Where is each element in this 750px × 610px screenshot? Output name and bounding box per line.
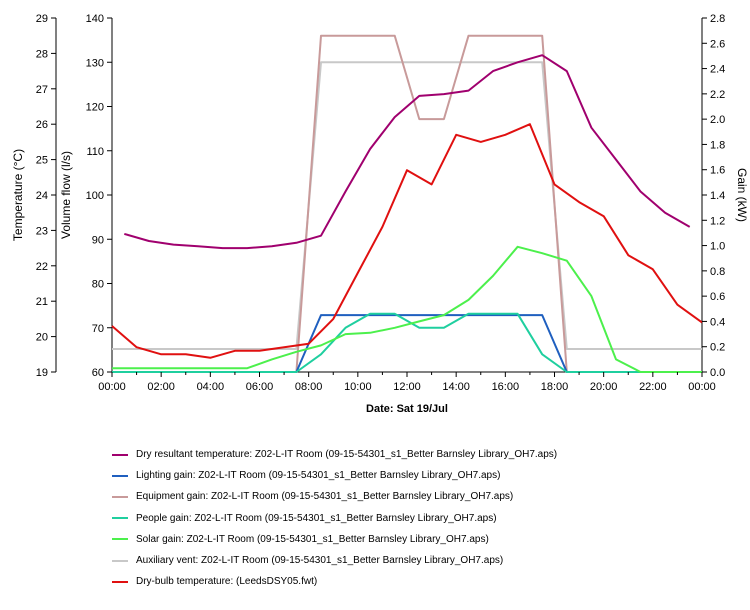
y-tick-label-volume-flow: 120 <box>86 102 104 114</box>
legend-swatch <box>112 453 128 456</box>
y-tick-label-gain: 2.8 <box>710 13 725 25</box>
series <box>111 34 703 373</box>
series-line-0 <box>124 54 691 250</box>
chart: 19 20 21 22 23 24 25 26 27 28 29 60 70 80 90 100 110 120 1… <box>11 13 749 415</box>
legend-label: Dry-bulb temperature: (LeedsDSY05.fwt) <box>136 576 318 588</box>
y-tick-label-volume-flow: 110 <box>86 146 104 158</box>
y-axis-title-gain: Gain (kW) <box>735 168 749 222</box>
y-tick-label-temperature: 25 <box>36 155 48 167</box>
y-tick-label-temperature: 23 <box>36 225 48 237</box>
legend-item: Equipment gain: Z02-L-IT Room (09-15-543… <box>112 486 732 507</box>
y-tick-label-temperature: 24 <box>36 190 48 202</box>
legend-label: Lighting gain: Z02-L-IT Room (09-15-5430… <box>136 470 501 482</box>
y-tick-label-gain: 2.4 <box>710 64 725 76</box>
y-tick-label-volume-flow: 130 <box>86 57 104 69</box>
legend-item: Auxiliary vent: Z02-L-IT Room (09-15-543… <box>112 550 732 571</box>
legend-swatch <box>112 559 128 562</box>
legend-label: Solar gain: Z02-L-IT Room (09-15-54301_s… <box>136 533 489 545</box>
x-tick-label: 18:00 <box>541 381 569 393</box>
legend-label: Equipment gain: Z02-L-IT Room (09-15-543… <box>136 491 514 503</box>
legend-label: Dry resultant temperature: Z02-L-IT Room… <box>136 449 558 461</box>
legend-swatch <box>112 495 128 498</box>
legend-item: Lighting gain: Z02-L-IT Room (09-15-5430… <box>112 465 732 486</box>
legend-swatch <box>112 474 128 477</box>
legend-label: People gain: Z02-L-IT Room (09-15-54301_… <box>136 512 497 524</box>
x-tick-label: 04:00 <box>197 381 225 393</box>
x-tick-label: 00:00 <box>98 381 126 393</box>
y-tick-label-volume-flow: 60 <box>92 367 104 379</box>
y-axis-title-volume-flow: Volume flow (l/s) <box>59 151 73 239</box>
x-tick-label: 08:00 <box>295 381 323 393</box>
legend-swatch <box>112 580 128 583</box>
x-axis-title: Date: Sat 19/Jul <box>366 403 448 415</box>
y-tick-label-gain: 0.4 <box>710 316 725 328</box>
series-line-4 <box>112 245 702 373</box>
y-tick-label-temperature: 20 <box>36 332 48 344</box>
x-tick-label: 12:00 <box>393 381 421 393</box>
legend-item: Dry-bulb temperature: (LeedsDSY05.fwt) <box>112 571 732 592</box>
y-tick-label-gain: 0.6 <box>710 291 725 303</box>
y-tick-label-gain: 1.6 <box>710 165 725 177</box>
y-tick-label-volume-flow: 70 <box>92 323 104 335</box>
x-tick-label: 06:00 <box>246 381 274 393</box>
y-tick-label-gain: 1.8 <box>710 139 725 151</box>
legend-swatch <box>112 517 128 520</box>
y-tick-label-gain: 2.0 <box>710 114 725 126</box>
x-tick-label: 20:00 <box>590 381 618 393</box>
y-tick-label-gain: 1.0 <box>710 241 725 253</box>
y-tick-label-gain: 0.8 <box>710 266 725 278</box>
y-tick-label-temperature: 26 <box>36 119 48 131</box>
axes <box>55 18 703 373</box>
x-tick-label: 02:00 <box>147 381 175 393</box>
series-line-3 <box>112 312 702 373</box>
y-tick-label-gain: 2.6 <box>710 38 725 50</box>
legend: Dry resultant temperature: Z02-L-IT Room… <box>112 444 732 592</box>
x-tick-label: 14:00 <box>442 381 470 393</box>
y-tick-label-gain: 1.4 <box>710 190 725 202</box>
y-tick-label-gain: 0.0 <box>710 367 725 379</box>
series-line-2 <box>112 34 702 373</box>
series-line-6 <box>111 123 703 359</box>
x-tick-label: 22:00 <box>639 381 667 393</box>
legend-swatch <box>112 538 128 541</box>
y-tick-label-volume-flow: 140 <box>86 13 104 25</box>
ticks: 19 20 21 22 23 24 25 26 27 28 29 60 70 80 90 100 110 120 1… <box>36 13 726 393</box>
legend-item: People gain: Z02-L-IT Room (09-15-54301_… <box>112 508 732 529</box>
y-tick-label-gain: 0.2 <box>710 342 725 354</box>
y-tick-label-temperature: 22 <box>36 261 48 273</box>
legend-label: Auxiliary vent: Z02-L-IT Room (09-15-543… <box>136 555 504 567</box>
y-tick-label-temperature: 21 <box>36 296 48 308</box>
x-tick-label: 10:00 <box>344 381 372 393</box>
y-tick-label-gain: 2.2 <box>710 89 725 101</box>
y-tick-label-volume-flow: 90 <box>92 234 104 246</box>
y-tick-label-volume-flow: 80 <box>92 279 104 291</box>
y-tick-label-temperature: 19 <box>36 367 48 379</box>
y-tick-label-gain: 1.2 <box>710 215 725 227</box>
y-tick-label-temperature: 29 <box>36 13 48 25</box>
legend-item: Dry resultant temperature: Z02-L-IT Room… <box>112 444 732 465</box>
y-axis-title-temperature: Temperature (°C) <box>11 149 25 241</box>
x-tick-label: 16:00 <box>492 381 520 393</box>
y-tick-label-temperature: 27 <box>36 84 48 96</box>
legend-item: Solar gain: Z02-L-IT Room (09-15-54301_s… <box>112 529 732 550</box>
y-tick-label-volume-flow: 100 <box>86 190 104 202</box>
x-tick-label: 00:00 <box>688 381 716 393</box>
y-tick-label-temperature: 28 <box>36 48 48 60</box>
